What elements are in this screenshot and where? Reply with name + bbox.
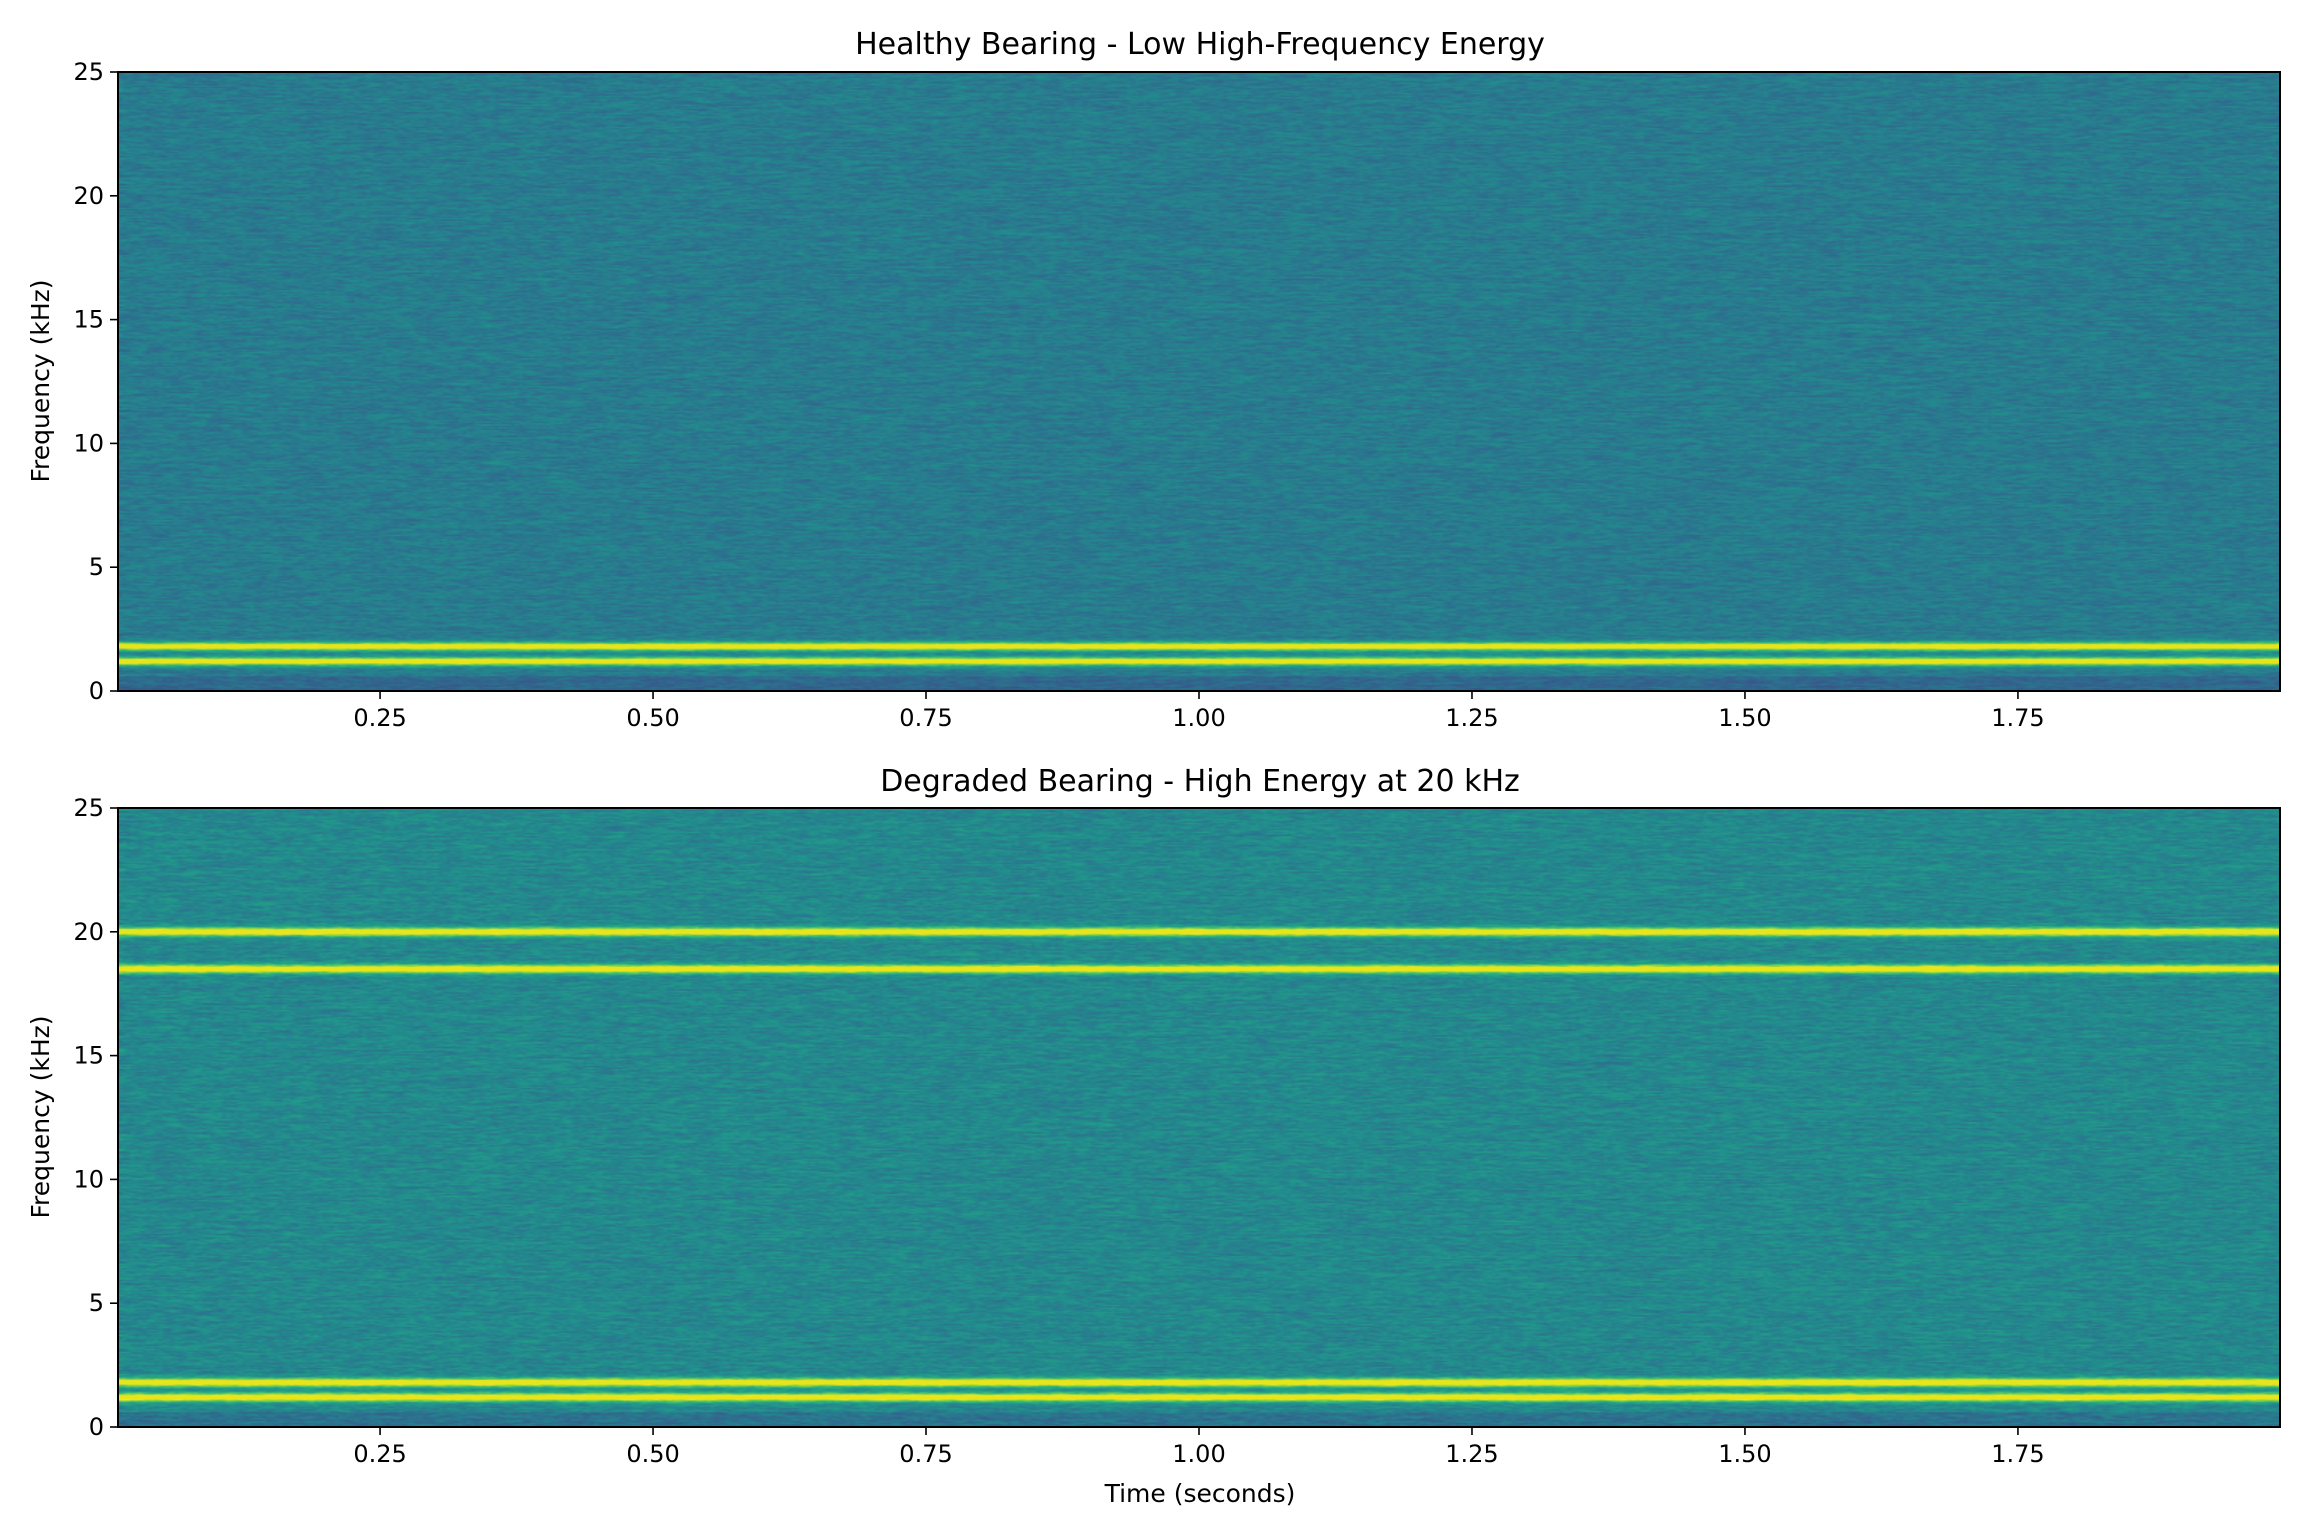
x-tick-label: 1.75 bbox=[1991, 1440, 2044, 1468]
y-tick-label: 10 bbox=[73, 1165, 104, 1193]
panel-title: Degraded Bearing - High Energy at 20 kHz bbox=[880, 764, 1520, 799]
y-axis-label: Frequency (kHz) bbox=[26, 279, 55, 482]
x-tick-label: 1.50 bbox=[1718, 704, 1771, 732]
spectrogram-plot-area bbox=[118, 808, 2280, 1427]
x-tick-label: 1.25 bbox=[1445, 1440, 1498, 1468]
y-tick-label: 25 bbox=[73, 58, 104, 86]
x-tick-label: 0.25 bbox=[353, 704, 406, 732]
x-tick-label: 1.00 bbox=[1172, 1440, 1225, 1468]
y-tick-label: 15 bbox=[73, 306, 104, 334]
y-tick-label: 20 bbox=[73, 918, 104, 946]
x-tick-label: 0.50 bbox=[626, 1440, 679, 1468]
x-tick-label: 1.00 bbox=[1172, 704, 1225, 732]
y-tick-label: 0 bbox=[89, 1413, 104, 1441]
y-tick-label: 15 bbox=[73, 1042, 104, 1070]
y-tick-label: 0 bbox=[89, 677, 104, 705]
x-tick-label: 1.25 bbox=[1445, 704, 1498, 732]
x-axis-label: Time (seconds) bbox=[1104, 1479, 1296, 1508]
x-tick-label: 0.75 bbox=[899, 1440, 952, 1468]
x-tick-label: 0.75 bbox=[899, 704, 952, 732]
panel-degraded: Degraded Bearing - High Energy at 20 kHz… bbox=[26, 764, 2281, 1508]
x-tick-label: 0.25 bbox=[353, 1440, 406, 1468]
x-axis: 0.25 0.50 0.75 1.00 1.25 1.50 1.75 bbox=[353, 1427, 2045, 1468]
spectrogram-image bbox=[118, 808, 2280, 1427]
panel-healthy: Healthy Bearing - Low High-Frequency Ene… bbox=[26, 27, 2281, 732]
y-tick-label: 20 bbox=[73, 182, 104, 210]
y-tick-label: 5 bbox=[89, 553, 104, 581]
y-axis: 0 5 10 15 20 25 bbox=[73, 58, 118, 705]
x-tick-label: 1.50 bbox=[1718, 1440, 1771, 1468]
spectrogram-plot-area bbox=[118, 72, 2280, 691]
panel-title: Healthy Bearing - Low High-Frequency Ene… bbox=[855, 27, 1545, 62]
x-tick-label: 1.75 bbox=[1991, 704, 2044, 732]
y-tick-label: 10 bbox=[73, 429, 104, 457]
spectrogram-image bbox=[118, 72, 2280, 691]
x-axis: 0.25 0.50 0.75 1.00 1.25 1.50 1.75 bbox=[353, 691, 2045, 732]
y-tick-label: 25 bbox=[73, 794, 104, 822]
y-tick-label: 5 bbox=[89, 1289, 104, 1317]
y-axis-label: Frequency (kHz) bbox=[26, 1015, 55, 1218]
x-tick-label: 0.50 bbox=[626, 704, 679, 732]
y-axis: 0 5 10 15 20 25 bbox=[73, 794, 118, 1441]
